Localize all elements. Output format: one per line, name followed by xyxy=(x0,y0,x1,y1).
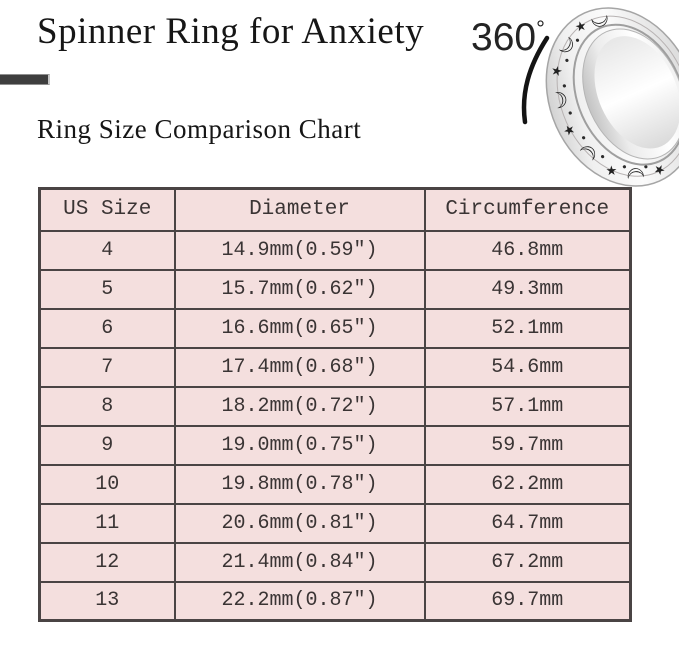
ring-groove-inner xyxy=(572,23,679,166)
dot-icon xyxy=(601,155,605,159)
star-icon: ★ xyxy=(602,163,620,178)
diameter-cell: 16.6mm(0.65″) xyxy=(173,307,426,349)
dot-icon xyxy=(582,136,586,140)
dot-icon xyxy=(565,58,569,62)
dot-icon xyxy=(568,111,572,115)
table-row: 5 15.7mm(0.62″) 49.3mm xyxy=(38,268,632,310)
us-size-cell: 9 xyxy=(38,424,176,466)
circumference-cell: 54.6mm xyxy=(423,346,632,388)
ring-size-table: US Size Diameter Circumference 4 14.9mm(0… xyxy=(38,187,632,622)
diameter-cell: 22.2mm(0.87″) xyxy=(173,580,426,622)
rotation-arc xyxy=(521,35,550,125)
table-row: 10 19.8mm(0.78″) 62.2mm xyxy=(38,463,632,505)
diameter-cell: 19.8mm(0.78″) xyxy=(173,463,426,505)
col-header-us-size: US Size xyxy=(38,187,176,232)
col-header-diameter: Diameter xyxy=(173,187,426,232)
table-row: 6 16.6mm(0.65″) 52.1mm xyxy=(38,307,632,349)
table-row: 13 22.2mm(0.87″) 69.7mm xyxy=(38,580,632,622)
col-header-circumference: Circumference xyxy=(423,187,632,232)
circumference-cell: 64.7mm xyxy=(423,502,632,544)
diameter-cell: 15.7mm(0.62″) xyxy=(173,268,426,310)
moon-icon: ☽ xyxy=(547,87,570,115)
diameter-cell: 19.0mm(0.75″) xyxy=(173,424,426,466)
circumference-cell: 46.8mm xyxy=(423,229,632,271)
circumference-cell: 49.3mm xyxy=(423,268,632,310)
ring-groove-outer xyxy=(556,15,679,177)
page-title: Spinner Ring for Anxiety xyxy=(37,11,425,52)
us-size-cell: 8 xyxy=(38,385,176,427)
us-size-cell: 11 xyxy=(38,502,176,544)
dot-icon xyxy=(644,165,648,169)
chart-title: Ring Size Comparison Chart xyxy=(37,114,362,144)
dot-icon xyxy=(562,84,566,88)
circumference-cell: 57.1mm xyxy=(423,385,632,427)
rotation-360-number: 360 xyxy=(471,16,537,59)
diameter-cell: 17.4mm(0.68″) xyxy=(173,346,426,388)
table-header: US Size Diameter Circumference xyxy=(38,187,632,232)
us-size-cell: 4 xyxy=(38,229,176,271)
circumference-cell: 69.7mm xyxy=(423,580,632,622)
dot-icon xyxy=(622,165,627,169)
table-row: 4 14.9mm(0.59″) 46.8mm xyxy=(38,229,632,271)
star-icon: ★ xyxy=(549,62,564,79)
diameter-cell: 14.9mm(0.59″) xyxy=(173,229,426,271)
circumference-cell: 52.1mm xyxy=(423,307,632,349)
table-body: 4 14.9mm(0.59″) 46.8mm 5 15.7mm(0.62″) 49.3mm… xyxy=(38,229,632,622)
ring-group: ☽☽☽☽☽★★★★★ xyxy=(545,6,679,187)
ring-inner-wall xyxy=(594,36,679,149)
table-row: 7 17.4mm(0.68″) 54.6mm xyxy=(38,346,632,388)
moon-icon: ☽ xyxy=(623,165,650,187)
us-size-cell: 6 xyxy=(38,307,176,349)
dot-icon xyxy=(575,38,580,42)
spinner-ring-image: ☽ ☽ ☽ ☽ ☽ ★ ★ ★ ★ ★ xyxy=(521,0,679,198)
us-size-cell: 12 xyxy=(38,541,176,583)
table-row: 12 21.4mm(0.84″) 67.2mm xyxy=(38,541,632,583)
us-size-cell: 10 xyxy=(38,463,176,505)
us-size-cell: 13 xyxy=(38,580,176,622)
us-size-cell: 5 xyxy=(38,268,176,310)
diameter-cell: 18.2mm(0.72″) xyxy=(173,385,426,427)
diameter-cell: 21.4mm(0.84″) xyxy=(173,541,426,583)
accent-bar xyxy=(0,74,50,85)
diameter-cell: 20.6mm(0.81″) xyxy=(173,502,426,544)
spinner-ring-svg: ☽☽☽☽☽★★★★★ xyxy=(521,6,679,187)
degree-symbol: ° xyxy=(536,16,545,41)
header-row: US Size Diameter Circumference xyxy=(38,187,632,232)
table-row: 11 20.6mm(0.81″) 64.7mm xyxy=(38,502,632,544)
rotation-360-label: 360° xyxy=(471,16,545,60)
circumference-cell: 67.2mm xyxy=(423,541,632,583)
table-row: 8 18.2mm(0.72″) 57.1mm xyxy=(38,385,632,427)
us-size-cell: 7 xyxy=(38,346,176,388)
table-row: 9 19.0mm(0.75″) 59.7mm xyxy=(38,424,632,466)
circumference-cell: 59.7mm xyxy=(423,424,632,466)
circumference-cell: 62.2mm xyxy=(423,463,632,505)
